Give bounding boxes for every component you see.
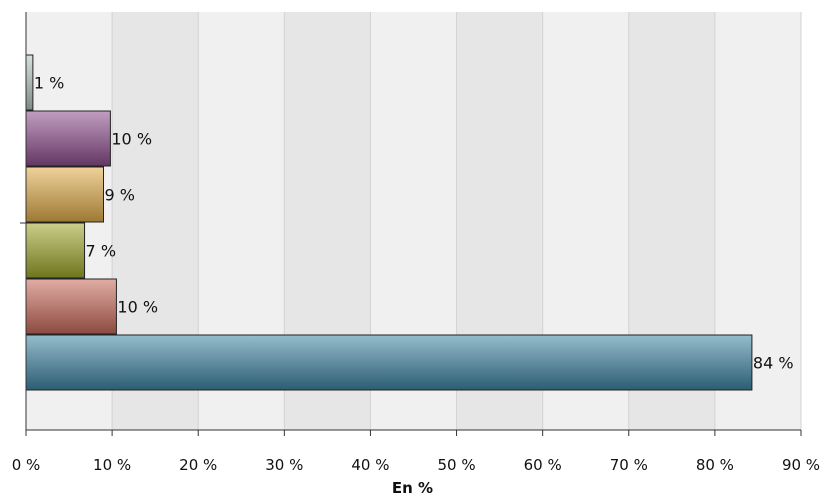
x-tick-label: 70 %: [610, 456, 648, 474]
data-label: 1 %: [34, 74, 64, 93]
data-label: 10 %: [111, 130, 152, 149]
x-tick-label: 0 %: [12, 456, 41, 474]
axes: [20, 12, 802, 436]
tick-labels: 0 % 10 % 20 % 30 % 40 % 50 % 60 % 70 % 80 % 90 %: [12, 456, 820, 474]
x-tick-label: 90 %: [782, 456, 820, 474]
bar: [25, 54, 34, 111]
x-tick-label: 60 %: [524, 456, 562, 474]
x-tick-label: 30 %: [265, 456, 303, 474]
x-tick-label: 80 %: [696, 456, 734, 474]
x-tick-label: 10 %: [93, 456, 131, 474]
data-label: 10 %: [117, 298, 158, 317]
data-label: 7 %: [86, 242, 116, 261]
x-tick-label: 20 %: [179, 456, 217, 474]
data-label: 84 %: [753, 354, 794, 373]
bar: [25, 166, 104, 223]
x-tick-label: 40 %: [351, 456, 389, 474]
data-label: 9 %: [105, 186, 135, 205]
x-axis-title: En %: [392, 479, 433, 497]
bar: [25, 110, 111, 167]
bars: [25, 54, 753, 391]
bar: [25, 278, 117, 335]
bar: [25, 334, 753, 391]
bar: [25, 222, 86, 279]
x-tick-label: 50 %: [438, 456, 476, 474]
data-labels: 1 % 10 % 9 % 7 % 10 % 84 %: [34, 74, 794, 373]
